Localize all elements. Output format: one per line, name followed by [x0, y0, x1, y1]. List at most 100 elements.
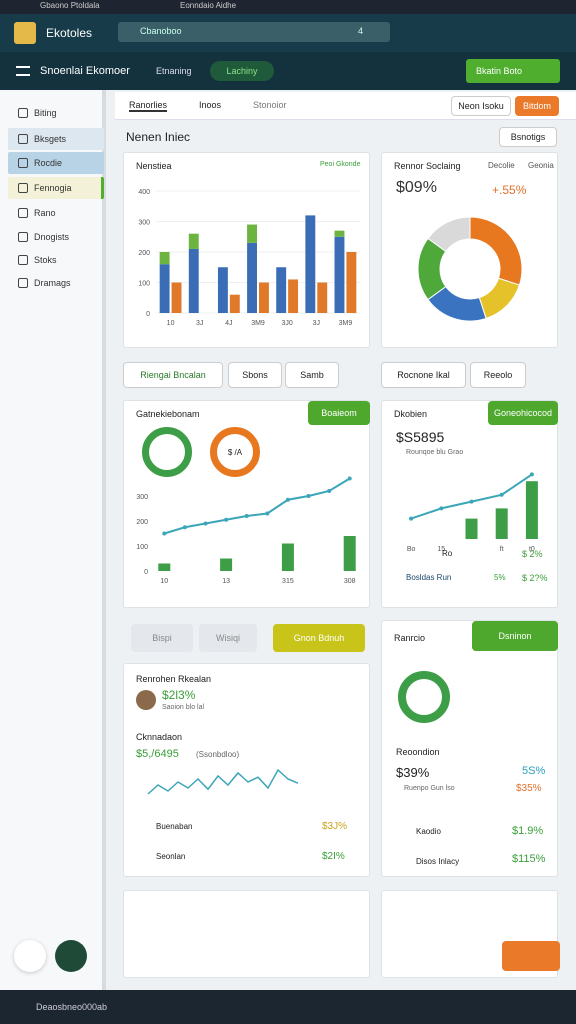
row-value: $115%: [512, 853, 546, 865]
row-value: $2I%: [322, 851, 345, 862]
sidebar-item[interactable]: Stoks: [8, 249, 104, 271]
point: [285, 497, 290, 502]
bar: [465, 518, 478, 539]
bar: [259, 282, 269, 313]
x-tick-label: 10: [167, 320, 175, 327]
toolbar-tab[interactable]: Ranorlies: [129, 100, 168, 112]
toolbar-button-accent[interactable]: Bitdom: [515, 96, 559, 116]
sidebar-item[interactable]: Dnogists: [8, 226, 104, 248]
toolbar: Ranorlies Inoos Stonoior Neon Isoku Bitd…: [115, 92, 576, 120]
button[interactable]: Wisiqi: [199, 624, 257, 652]
x-tick-label: 3M9: [251, 320, 265, 327]
card-link[interactable]: Geonia: [528, 161, 554, 170]
x-tick-label: 13: [222, 578, 230, 585]
toolbar-tab[interactable]: Stonoior: [253, 100, 287, 110]
sidebar-item[interactable]: Bksgets: [8, 128, 104, 150]
bar-segment: [159, 252, 170, 265]
y-tick-label: 300: [138, 220, 150, 227]
sparkline-line: [147, 768, 299, 795]
bar: [288, 279, 299, 313]
point: [409, 516, 414, 521]
bar: [317, 282, 328, 313]
nav-button[interactable]: Bkatin Boto: [466, 59, 560, 83]
sidebar-item[interactable]: Rano: [8, 202, 104, 224]
x-tick-label: t0: [529, 546, 535, 553]
bar: [171, 282, 182, 313]
donut-card: Rennor Soclaing Decolie Geonia $09% +.55…: [381, 152, 558, 348]
y-tick-label: 100: [138, 281, 150, 288]
fab[interactable]: [502, 941, 560, 971]
right-card: Dkobien Goneohicocod $S5895 Rounqoe blu …: [381, 400, 558, 608]
y-tick-label: 300: [136, 494, 148, 501]
action-button[interactable]: Sbons: [228, 362, 282, 388]
toolbar-tab[interactable]: Inoos: [199, 100, 222, 110]
app-title: Ekotoles: [46, 26, 93, 40]
x-tick-label: Bo: [407, 546, 416, 553]
y-tick-label: 100: [136, 544, 148, 551]
toolbar-button[interactable]: Neon Isoku: [451, 96, 511, 116]
search-badge: 4: [358, 26, 364, 36]
y-tick-label: 0: [146, 311, 150, 318]
sidebar-item[interactable]: Rocdie: [8, 152, 104, 174]
card-value: $S5895: [396, 429, 445, 445]
taskbar: Deaosbneo000ab: [0, 990, 576, 1024]
card-title: Cknnadaon: [136, 732, 183, 742]
x-tick-label: 308: [344, 578, 356, 585]
card-button[interactable]: Dsninon: [472, 621, 558, 651]
bar: [281, 543, 294, 571]
action-button[interactable]: Reeolo: [470, 362, 526, 388]
button[interactable]: Bispi: [131, 624, 193, 652]
row-text: Ro: [442, 549, 453, 558]
bar: [220, 558, 233, 571]
point: [439, 506, 444, 511]
search-bar[interactable]: Cbanoboo 4: [118, 22, 390, 42]
nav-title: Snoenlai Ekomoer: [40, 65, 130, 77]
card-sub: Rounqoe blu Grao: [406, 449, 464, 456]
card-button[interactable]: Boaieom: [308, 401, 370, 425]
tab[interactable]: Gbaono Ptoldala: [40, 1, 100, 10]
x-tick-label: 315: [282, 578, 294, 585]
bar: [159, 264, 170, 313]
action-button[interactable]: Samb: [285, 362, 339, 388]
left-panel: Renrohen Rkealan $2l3% Saoion blo lal Ck…: [123, 663, 370, 877]
nav-pill[interactable]: Lachiny: [210, 61, 274, 81]
sidebar-item[interactable]: Dramags: [8, 272, 104, 294]
row-value: $ 2?%: [522, 573, 548, 583]
fab[interactable]: [14, 940, 46, 972]
point: [306, 494, 311, 498]
action-button[interactable]: Rocnone Ikal: [381, 362, 466, 388]
button[interactable]: Gnon Bdnuh: [273, 624, 365, 652]
row-value: $3J%: [322, 821, 348, 832]
y-tick-label: 200: [138, 250, 150, 257]
dropdown[interactable]: Bsnotigs: [499, 127, 557, 147]
fab[interactable]: [55, 940, 87, 972]
donut-slice: [469, 216, 523, 286]
sidebar: Biting Bksgets Rocdie Fennogia Rano Dnogists S…: [0, 90, 106, 990]
sparkline: [147, 768, 299, 795]
bar-card: Nenstiea Peoi Gkonde 0 100 200 300 400 10 3J 4J…: [123, 152, 370, 348]
bar: [229, 294, 240, 313]
sidebar-item[interactable]: Fennogia: [8, 177, 104, 199]
card-button[interactable]: Goneohicocod: [488, 401, 558, 425]
menu-icon[interactable]: [16, 66, 30, 76]
action-button[interactable]: Riengai Bncalan: [123, 362, 223, 388]
row-text: Bosldas Run: [406, 573, 452, 582]
donut-change: +.55%: [492, 183, 527, 197]
bar: [217, 267, 228, 313]
bar: [334, 236, 345, 313]
bar-segment: [247, 224, 257, 243]
bar: [276, 267, 287, 313]
x-tick-label: 15: [437, 546, 445, 553]
sidebar-item[interactable]: Biting: [8, 102, 104, 124]
nav-link[interactable]: Etnaning: [156, 66, 192, 76]
value: $39%: [396, 765, 430, 780]
mini-chart: Bo 15 ft t0: [407, 472, 538, 553]
point: [327, 489, 332, 493]
point: [224, 517, 229, 522]
point: [244, 514, 249, 518]
label: Reoondion: [396, 747, 440, 757]
donut-chart: [417, 216, 523, 322]
bar: [343, 536, 356, 571]
card-link[interactable]: Decolie: [488, 161, 515, 170]
tab[interactable]: Eonndaio Aidhe: [180, 1, 237, 10]
